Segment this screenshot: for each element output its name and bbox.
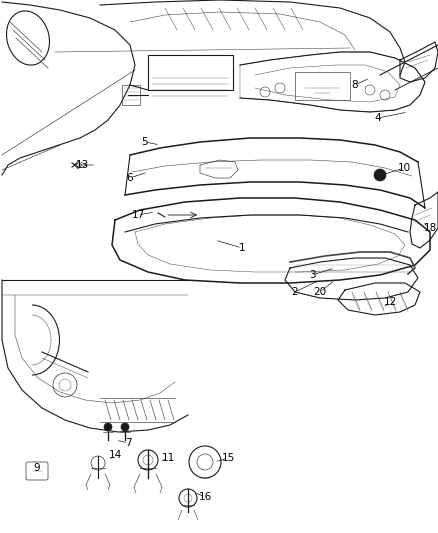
Text: 13: 13 bbox=[75, 160, 88, 170]
Text: 8: 8 bbox=[352, 80, 358, 90]
Text: 14: 14 bbox=[108, 450, 122, 460]
Text: 7: 7 bbox=[125, 438, 131, 448]
Bar bbox=[122, 85, 140, 105]
Bar bbox=[148, 55, 233, 90]
Text: 15: 15 bbox=[221, 453, 235, 463]
Bar bbox=[295, 72, 350, 100]
Text: 10: 10 bbox=[397, 163, 410, 173]
Text: 18: 18 bbox=[424, 223, 437, 233]
Circle shape bbox=[374, 169, 386, 181]
Circle shape bbox=[104, 423, 112, 431]
Circle shape bbox=[121, 423, 129, 431]
Text: 5: 5 bbox=[141, 137, 148, 147]
Text: 9: 9 bbox=[34, 463, 40, 473]
Text: 2: 2 bbox=[292, 287, 298, 297]
Text: 4: 4 bbox=[374, 113, 381, 123]
Text: 11: 11 bbox=[161, 453, 175, 463]
Text: 1: 1 bbox=[239, 243, 245, 253]
Text: 12: 12 bbox=[383, 297, 397, 307]
Text: 3: 3 bbox=[309, 270, 315, 280]
Text: 17: 17 bbox=[131, 210, 145, 220]
Text: 6: 6 bbox=[127, 173, 133, 183]
Text: 16: 16 bbox=[198, 492, 212, 502]
Text: 20: 20 bbox=[314, 287, 327, 297]
